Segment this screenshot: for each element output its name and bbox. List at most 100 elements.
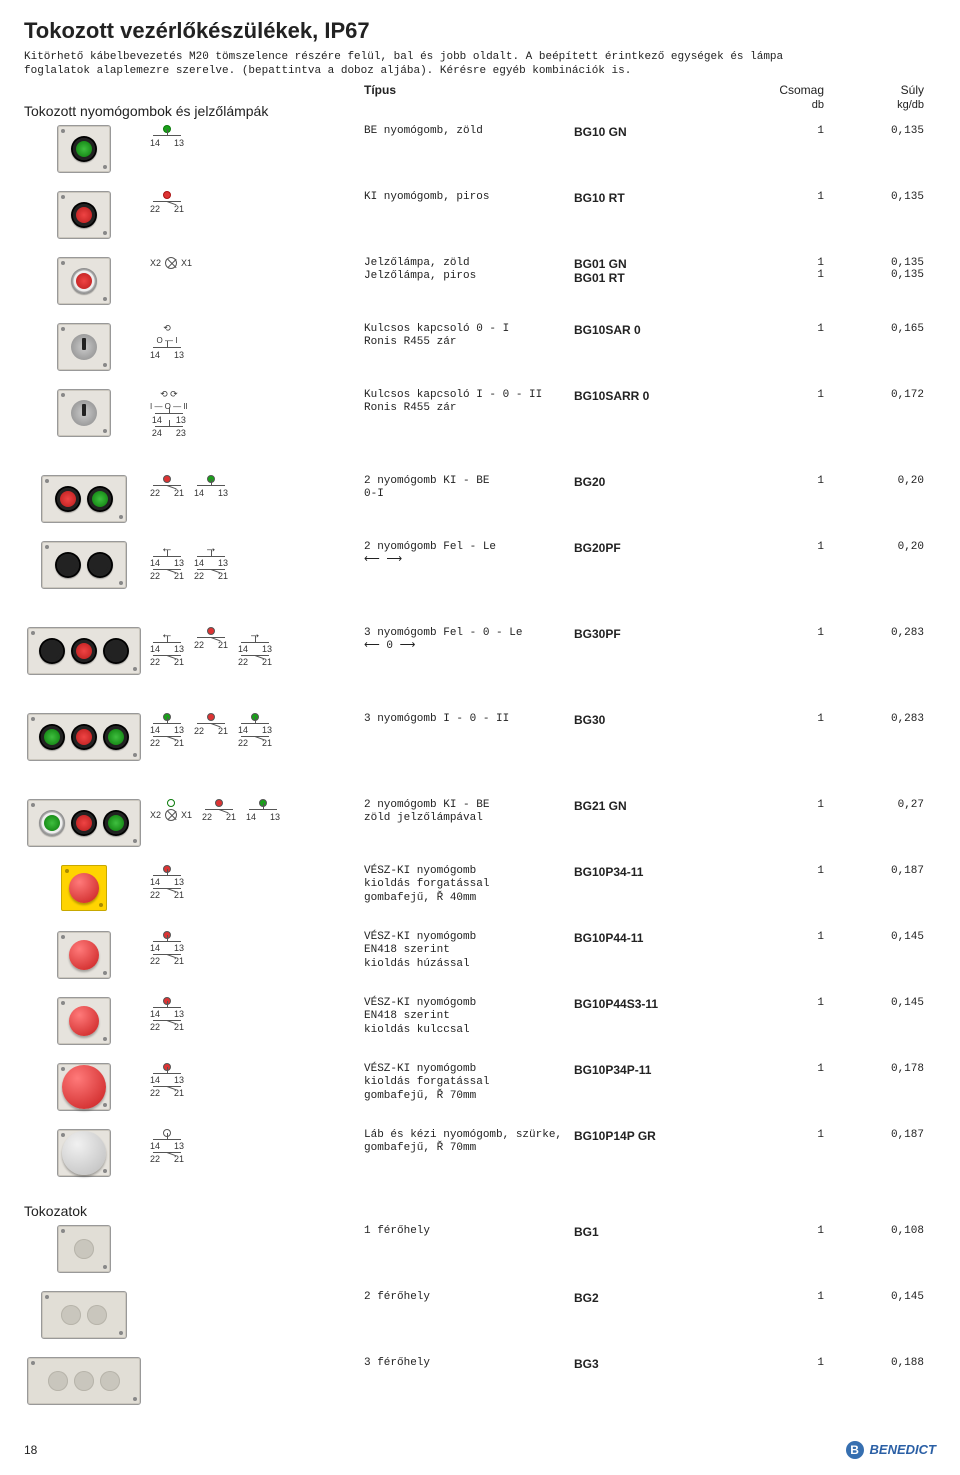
table-row: 14132221 Láb és kézi nyomógomb, szürke, …	[24, 1129, 936, 1179]
row-type: BG10 GN	[574, 125, 704, 139]
col-pack: Csomag	[704, 83, 824, 97]
row-pack: 1	[704, 865, 824, 877]
col-weight-unit: kg/db	[824, 99, 924, 125]
row-weight: 0,283	[824, 627, 924, 639]
table-row: ⟲O — I1413 Kulcsos kapcsoló 0 - I Ronis …	[24, 323, 936, 373]
row-desc: KI nyomógomb, piros	[364, 191, 574, 205]
schematic-icon: ←14132221 →14132221	[144, 541, 364, 581]
row-desc: VÉSZ-KI nyomógomb EN418 szerint kioldás …	[364, 931, 574, 972]
product-image	[24, 865, 144, 911]
row-type: BG01 GN BG01 RT	[574, 257, 704, 285]
row-type: BG3	[574, 1357, 704, 1371]
row-desc: 2 nyomógomb KI - BE 0-I	[364, 475, 574, 503]
row-pack: 1	[704, 125, 824, 137]
table-row: 1413 BE nyomógomb, zöld BG10 GN 1 0,135	[24, 125, 936, 175]
schematic-icon: 14132221 2221 14132221	[144, 713, 364, 748]
page-title: Tokozott vezérlőkészülékek, IP67	[24, 18, 936, 44]
intro-text: Kitörhető kábelbevezetés M20 tömszelence…	[24, 50, 804, 79]
enclosures-heading: Tokozatok	[24, 1203, 936, 1219]
schematic-icon: 2221	[144, 191, 364, 214]
page-number: 18	[24, 1443, 37, 1457]
row-type: BG10P44S3-11	[574, 997, 704, 1011]
table-row: X2X1 Jelzőlámpa, zöld Jelzőlámpa, piros …	[24, 257, 936, 307]
brand-logo: B BENEDICT	[846, 1441, 936, 1459]
row-weight: 0,187	[824, 865, 924, 877]
product-image	[24, 627, 144, 675]
product-image	[24, 1225, 144, 1273]
row-desc: Láb és kézi nyomógomb, szürke, gombafejű…	[364, 1129, 574, 1157]
row-weight: 0,172	[824, 389, 924, 401]
table-row: 2221 KI nyomógomb, piros BG10 RT 1 0,135	[24, 191, 936, 241]
schematic-icon: 2221 1413	[144, 475, 364, 498]
brand-name: BENEDICT	[870, 1442, 936, 1457]
col-weight: Súly	[824, 83, 924, 97]
row-type: BG30PF	[574, 627, 704, 641]
row-pack: 1	[704, 1291, 824, 1303]
row-weight: 0,188	[824, 1357, 924, 1369]
row-pack: 1 1	[704, 257, 824, 281]
table-row: X2X1 2221 1413 2 nyomógomb KI - BE zöld …	[24, 799, 936, 849]
product-image	[24, 1129, 144, 1177]
row-weight: 0,108	[824, 1225, 924, 1237]
row-weight: 0,27	[824, 799, 924, 811]
product-image	[24, 713, 144, 761]
row-weight: 0,20	[824, 475, 924, 487]
row-weight: 0,178	[824, 1063, 924, 1075]
product-image	[24, 1357, 144, 1405]
product-image	[24, 257, 144, 305]
table-row: 2221 1413 2 nyomógomb KI - BE 0-I BG20 1…	[24, 475, 936, 525]
row-weight: 0,135	[824, 191, 924, 203]
row-weight: 0,145	[824, 1291, 924, 1303]
row-desc: BE nyomógomb, zöld	[364, 125, 574, 139]
row-type: BG10SAR 0	[574, 323, 704, 337]
col-pack-unit: db	[704, 99, 824, 125]
product-image	[24, 389, 144, 437]
row-desc: 2 nyomógomb KI - BE zöld jelzőlámpával	[364, 799, 574, 827]
table-row: 14132221 VÉSZ-KI nyomógomb EN418 szerint…	[24, 997, 936, 1047]
row-pack: 1	[704, 1225, 824, 1237]
row-type: BG20	[574, 475, 704, 489]
row-type: BG10 RT	[574, 191, 704, 205]
row-desc: 3 nyomógomb I - 0 - II	[364, 713, 574, 727]
row-weight: 0,283	[824, 713, 924, 725]
table-row: ←14132221 2221 →14132221 3 nyomógomb Fel…	[24, 627, 936, 697]
product-image	[24, 475, 144, 523]
row-type: BG21 GN	[574, 799, 704, 813]
row-pack: 1	[704, 323, 824, 335]
table-row: 14132221 2221 14132221 3 nyomógomb I - 0…	[24, 713, 936, 783]
row-weight: 0,20	[824, 541, 924, 553]
schematic-icon: ⟲O — I1413	[144, 323, 364, 360]
table-row: 1 férőhely BG1 1 0,108	[24, 1225, 936, 1275]
product-image	[24, 799, 144, 847]
row-pack: 1	[704, 1129, 824, 1141]
table-row: 2 férőhely BG2 1 0,145	[24, 1291, 936, 1341]
row-weight: 0,135 0,135	[824, 257, 924, 281]
product-image	[24, 125, 144, 173]
row-pack: 1	[704, 713, 824, 725]
row-desc: 3 nyomógomb Fel - 0 - Le ⟵ 0 ⟶	[364, 627, 574, 655]
section-subhead: Tokozott nyomógombok és jelzőlámpák	[24, 103, 364, 119]
row-weight: 0,165	[824, 323, 924, 335]
row-type: BG1	[574, 1225, 704, 1239]
row-pack: 1	[704, 475, 824, 487]
row-type: BG10P14P GR	[574, 1129, 704, 1143]
product-image	[24, 931, 144, 979]
col-type: Típus	[364, 83, 704, 97]
row-weight: 0,187	[824, 1129, 924, 1141]
schematic-icon: 14132221	[144, 931, 364, 966]
row-pack: 1	[704, 389, 824, 401]
row-type: BG10P34P-11	[574, 1063, 704, 1077]
table-row: 3 férőhely BG3 1 0,188	[24, 1357, 936, 1407]
row-desc: VÉSZ-KI nyomógomb kioldás forgatással go…	[364, 865, 574, 906]
product-image	[24, 541, 144, 589]
logo-icon: B	[846, 1441, 864, 1459]
row-desc: Jelzőlámpa, zöld Jelzőlámpa, piros	[364, 257, 574, 285]
product-image	[24, 191, 144, 239]
table-row: 14132221 VÉSZ-KI nyomógomb kioldás forga…	[24, 1063, 936, 1113]
row-weight: 0,135	[824, 125, 924, 137]
schematic-icon: ←14132221 2221 →14132221	[144, 627, 364, 667]
table-row: ←14132221 →14132221 2 nyomógomb Fel - Le…	[24, 541, 936, 611]
schematic-icon: 14132221	[144, 1063, 364, 1098]
row-desc: 2 férőhely	[364, 1291, 574, 1305]
row-type: BG2	[574, 1291, 704, 1305]
